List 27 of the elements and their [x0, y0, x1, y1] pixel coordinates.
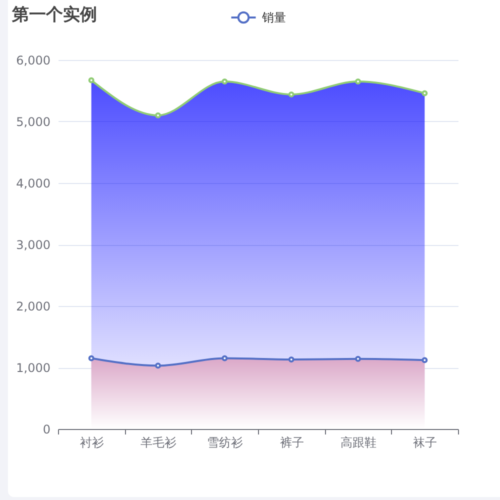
x-tick-label: 雪纺衫 [207, 436, 244, 450]
point [155, 112, 161, 118]
y-tick-label: 6,000 [16, 54, 50, 68]
x-tick-label: 衬衫 [80, 436, 104, 450]
y-tick-label: 0 [42, 422, 50, 436]
point [355, 78, 361, 85]
point [355, 356, 361, 362]
legend-label: 销量 [261, 10, 286, 24]
y-tick-label: 4,000 [16, 176, 50, 190]
y-tick-label: 3,000 [16, 238, 50, 252]
point [155, 362, 161, 369]
point [288, 91, 294, 98]
y-tick-label: 1,000 [16, 361, 50, 375]
chart-title: 第一个实例 [11, 5, 97, 25]
point [88, 355, 94, 362]
point [422, 357, 428, 364]
point [288, 356, 294, 362]
y-tick-label: 2,000 [16, 300, 50, 314]
point [222, 355, 228, 362]
x-tick-label: 高跟鞋 [340, 436, 376, 450]
y-tick-label: 5,000 [16, 115, 50, 129]
x-tick-label: 裤子 [280, 436, 304, 450]
point [88, 77, 94, 84]
point [222, 78, 228, 85]
point [422, 90, 428, 96]
x-tick-label: 袜子 [413, 436, 438, 450]
x-tick-label: 羊毛衫 [140, 436, 176, 450]
